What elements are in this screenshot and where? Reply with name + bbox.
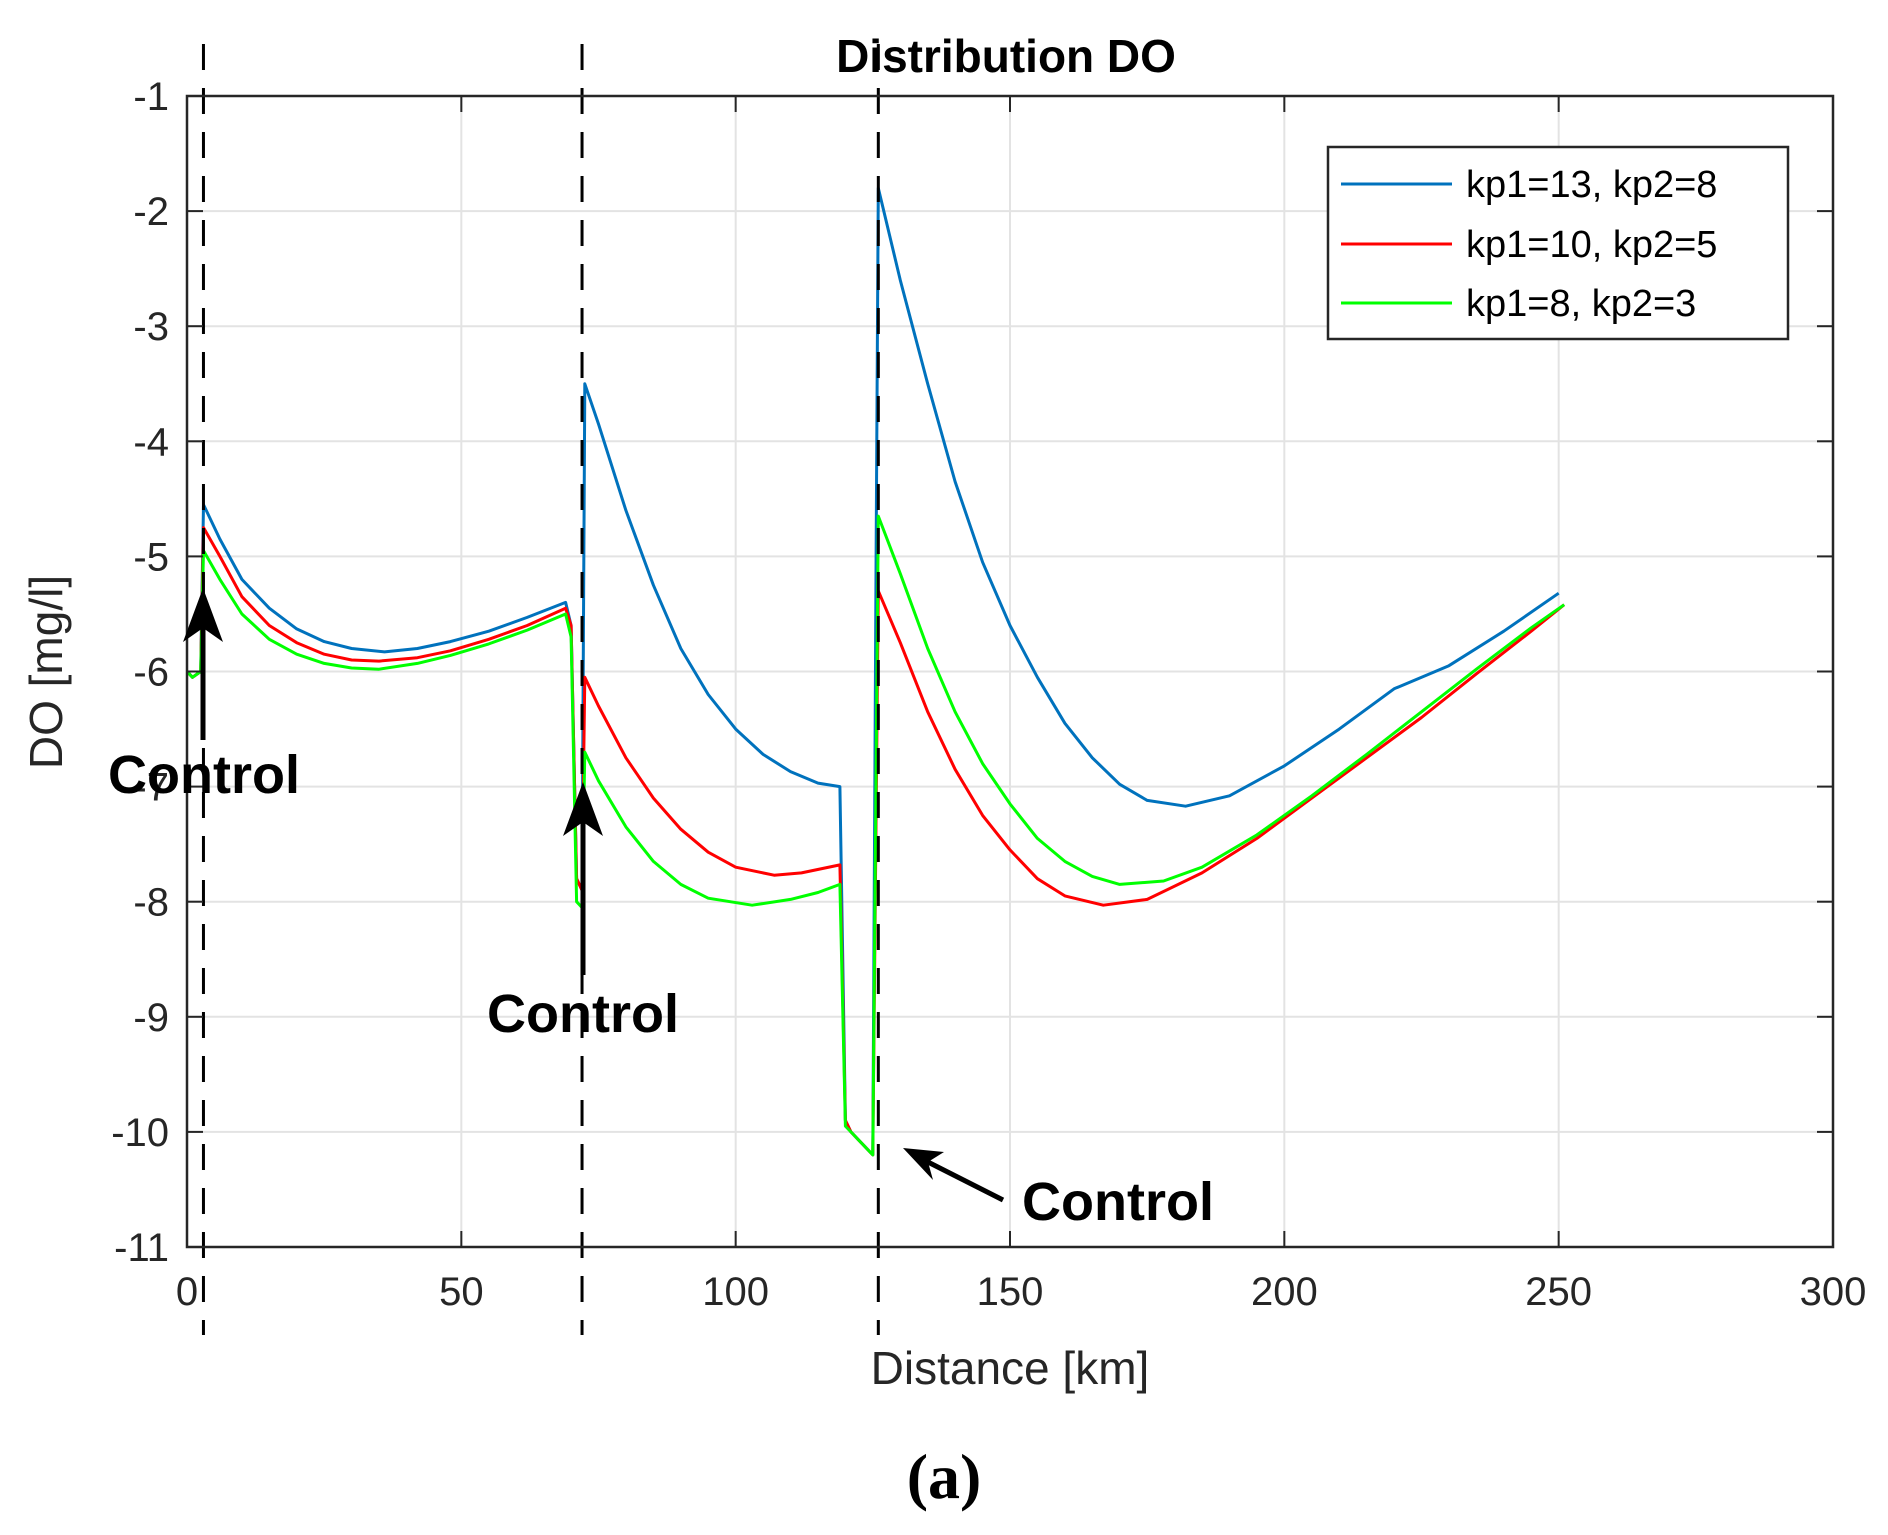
arrow-shaft-3 <box>916 1154 1005 1203</box>
arrowhead-2 <box>563 782 603 836</box>
ticks: 0 50 100 150 200 250 300 -1 -2 -3 -4 -5 -6 -7 -8 -9 -10 -… <box>111 75 1866 1314</box>
legend-label-kp8: kp1=8, kp2=3 <box>1466 283 1696 325</box>
annotation-arrows <box>200 625 1005 1203</box>
y-tick-label: -2 <box>133 190 169 234</box>
panel-label: (a) <box>907 1441 982 1512</box>
x-tick-label: 100 <box>702 1270 769 1314</box>
x-tick-label: 250 <box>1525 1270 1592 1314</box>
series-lines <box>185 186 1566 1157</box>
control-annotation-3: Control <box>1022 1172 1214 1232</box>
series-line-1 <box>185 186 1560 1157</box>
series-line-3 <box>185 514 1566 1157</box>
x-tick-label: 200 <box>1251 1270 1318 1314</box>
y-tick-label: -11 <box>114 1226 169 1270</box>
y-tick-label: -7 <box>133 766 169 810</box>
x-tick-label: 300 <box>1800 1270 1867 1314</box>
control-annotation-2: Control <box>487 984 679 1044</box>
y-tick-label: -1 <box>133 75 169 119</box>
x-axis-label: Distance [km] <box>871 1342 1150 1394</box>
y-tick-label: -5 <box>133 535 169 579</box>
y-tick-label: -8 <box>133 881 169 925</box>
y-tick-label: -10 <box>111 1111 169 1155</box>
x-tick-label: 50 <box>439 1270 484 1314</box>
chart-title: Distribution DO <box>836 30 1176 82</box>
arrowhead-3 <box>903 1148 944 1180</box>
control-annotation-1: Control <box>108 745 300 805</box>
annotation-arrowheads <box>183 588 944 1180</box>
y-tick-label: -3 <box>133 305 169 349</box>
y-tick-label: -6 <box>133 651 169 695</box>
x-tick-label: 0 <box>176 1270 198 1314</box>
legend-label-kp13: kp1=13, kp2=8 <box>1466 164 1717 206</box>
series-line-2 <box>185 526 1566 1157</box>
y-tick-label: -4 <box>133 420 169 464</box>
legend: kp1=13, kp2=8 kp1=10, kp2=5 kp1=8, kp2=3 <box>1326 145 1790 341</box>
y-tick-label: -9 <box>133 996 169 1040</box>
legend-label-kp10: kp1=10, kp2=5 <box>1466 224 1717 266</box>
control-lines <box>201 44 880 1335</box>
y-axis-label: DO [mg/l] <box>20 575 72 769</box>
arrowhead-1 <box>183 588 223 642</box>
x-tick-label: 150 <box>977 1270 1044 1314</box>
